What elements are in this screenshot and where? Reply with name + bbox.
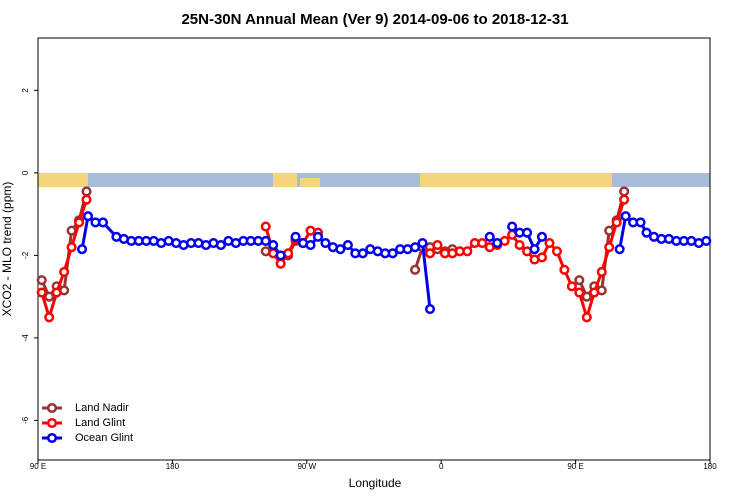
- data-point: [410, 242, 421, 253]
- data-point: [51, 287, 62, 298]
- data-point: [260, 235, 271, 247]
- plot-frame: [37, 37, 711, 461]
- legend-marker: [46, 402, 58, 414]
- legend-marker: [46, 432, 58, 444]
- y-tick-label: -6: [21, 416, 30, 424]
- land-mask: [38, 173, 710, 187]
- chart-title: 25N-30N Annual Mean (Ver 9) 2014-09-06 t…: [181, 11, 568, 28]
- legend-marker: [46, 417, 58, 429]
- data-point: [574, 287, 585, 298]
- data-point: [387, 248, 398, 259]
- data-point: [342, 240, 353, 251]
- y-tick-label: 2: [21, 88, 30, 93]
- data-point: [66, 242, 77, 253]
- y-tick-label: -2: [21, 251, 30, 259]
- data-point: [36, 287, 47, 298]
- data-point: [596, 266, 607, 277]
- data-point: [312, 231, 324, 242]
- x-axis-label: Longitude: [349, 476, 402, 490]
- data-point: [417, 237, 428, 249]
- data-point: [97, 217, 109, 228]
- data-point: [619, 186, 630, 197]
- data-point: [522, 227, 533, 238]
- data-point: [507, 221, 518, 232]
- data-point: [424, 303, 436, 315]
- y-tick-label: -4: [21, 334, 30, 342]
- series-line: [40, 191, 88, 299]
- data-point: [462, 246, 473, 257]
- data-point: [215, 240, 226, 251]
- data-point: [611, 217, 622, 228]
- legend-label: Land Glint: [75, 417, 125, 429]
- series-line: [577, 191, 626, 299]
- data-point: [635, 217, 646, 228]
- x-tick-label: 180: [703, 462, 717, 471]
- data-point: [82, 211, 94, 222]
- data-point: [290, 231, 301, 242]
- data-point: [275, 250, 286, 261]
- legend-label: Ocean Glint: [75, 432, 133, 444]
- data-point: [536, 252, 548, 263]
- data-point: [574, 275, 585, 286]
- data-point: [514, 240, 525, 251]
- data-point: [74, 217, 85, 228]
- data-point: [44, 291, 55, 302]
- data-point: [275, 258, 286, 269]
- data-point: [551, 246, 562, 257]
- data-point: [44, 312, 55, 323]
- data-point: [484, 231, 495, 242]
- data-point: [614, 244, 625, 255]
- y-axis-label: XCO2 - MLO trend (ppm): [0, 182, 14, 317]
- data-point: [335, 244, 346, 255]
- data-point: [260, 221, 271, 232]
- data-point: [559, 264, 570, 275]
- data-point: [581, 291, 592, 302]
- data-point: [59, 266, 70, 277]
- data-point: [620, 211, 631, 222]
- data-point: [529, 244, 540, 255]
- data-point: [544, 237, 555, 249]
- data-point: [604, 242, 615, 253]
- x-tick-label: 90 E: [567, 462, 583, 471]
- data-point: [81, 194, 92, 205]
- x-tick-label: 180: [166, 462, 180, 471]
- data-point: [320, 237, 331, 249]
- x-tick-label: 0: [439, 462, 444, 471]
- x-tick-label: 90 W: [297, 462, 316, 471]
- data-point: [566, 281, 577, 292]
- y-tick-label: 0: [21, 170, 30, 175]
- legend-label: Land Nadir: [75, 402, 129, 414]
- data-point: [357, 248, 368, 259]
- data-point: [581, 312, 592, 323]
- data-point: [536, 231, 548, 242]
- data-point: [77, 244, 88, 255]
- data-point: [36, 275, 47, 286]
- x-tick-label: 90 E: [30, 462, 46, 471]
- data-point: [268, 240, 279, 251]
- data-point: [619, 194, 630, 205]
- data-point: [81, 186, 92, 197]
- data-point: [701, 235, 712, 247]
- data-point: [305, 240, 316, 251]
- data-point: [410, 264, 421, 275]
- data-point: [432, 240, 443, 251]
- data-point: [641, 227, 652, 238]
- series-line: [428, 199, 626, 319]
- data-point: [589, 287, 600, 298]
- data-point: [477, 237, 488, 249]
- data-point: [492, 237, 503, 249]
- data-point: [424, 248, 436, 259]
